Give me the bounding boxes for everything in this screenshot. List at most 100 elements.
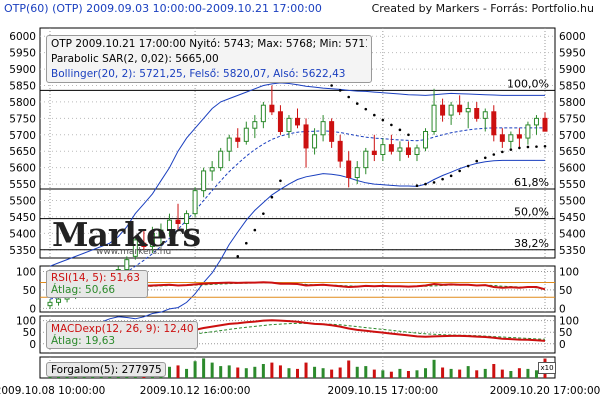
candle-body-32 <box>320 121 326 136</box>
volume-bar-19 <box>210 362 214 378</box>
bollinger-lower: 5622,43 <box>302 68 346 80</box>
volume-bar-45 <box>432 359 436 378</box>
sar-dot-1 <box>244 241 248 245</box>
candle-46 <box>440 98 446 122</box>
sar-dot-15 <box>407 133 410 137</box>
candle-body-33 <box>329 121 335 142</box>
candle-43 <box>414 144 420 162</box>
macd-label: MACDexp(12, 26, 9): <box>51 323 161 335</box>
candle-23 <box>243 121 249 145</box>
candle-56 <box>525 121 531 145</box>
macd-tick-right-0: 0 <box>559 339 566 351</box>
price-tick-left-5650: 5650 <box>9 146 36 158</box>
candle-body-18 <box>201 170 207 192</box>
candle-30 <box>303 118 309 168</box>
candle-body-29 <box>295 117 300 126</box>
candle-body-54 <box>508 134 514 142</box>
candle-57 <box>533 115 539 135</box>
volume-bar-52 <box>492 364 496 378</box>
sar-dot-8 <box>347 95 351 99</box>
volume-scale: x10 <box>538 362 556 374</box>
candle-body-39 <box>380 144 386 155</box>
volume-bar-47 <box>449 368 453 378</box>
volume-bar-41 <box>398 368 402 378</box>
candle-body-30 <box>303 124 309 149</box>
bollinger-legend: Bollinger(20, 2): 5721,25, Felső: 5820,0… <box>51 68 346 80</box>
fib-label-2: 50,0% <box>514 206 549 219</box>
candle-body-42 <box>405 147 411 156</box>
candle-11 <box>141 230 147 250</box>
sar-dot-31 <box>543 144 547 148</box>
candle-39 <box>380 138 386 162</box>
candle-24 <box>252 115 258 139</box>
candle-body-47 <box>448 104 454 116</box>
volume-bar-31 <box>313 366 317 378</box>
volume-bar-25 <box>261 364 265 378</box>
candle-26 <box>269 85 275 116</box>
volume-bar-29 <box>296 368 299 378</box>
bollinger-mid-line <box>49 127 545 300</box>
candle-body-21 <box>226 137 232 152</box>
volume-bar-43 <box>415 370 419 378</box>
bollinger-upper-label: Felső: <box>189 68 220 80</box>
markers-logo-sub: www.markers.hu <box>96 247 172 257</box>
sar-dot-25 <box>492 153 496 156</box>
candle-body-17 <box>192 190 198 215</box>
volume-bar-26 <box>270 362 274 378</box>
candle-body-48 <box>457 104 463 113</box>
macd-tick-left-50: 50 <box>23 327 36 339</box>
candle-58 <box>542 112 548 132</box>
fib-label-1: 61,8% <box>514 176 549 189</box>
candle-34 <box>337 134 343 168</box>
chart-credits: Created by Markers - Forrás: Portfolio.h… <box>371 2 594 15</box>
candle-body-11 <box>141 242 147 247</box>
sar-dot-28 <box>518 146 521 150</box>
candle-body-26 <box>269 104 275 113</box>
candle-body-56 <box>525 124 531 139</box>
volume-bar-34 <box>338 367 342 378</box>
price-tick-left-5950: 5950 <box>9 48 36 60</box>
candle-body-36 <box>354 167 360 178</box>
volume-bar-51 <box>483 368 487 378</box>
markers-logo: Markers <box>52 215 201 254</box>
volume-bar-35 <box>347 360 351 378</box>
rsi-tick-right-0: 0 <box>559 303 566 315</box>
price-tick-right-5500: 5500 <box>559 196 586 208</box>
sar-dot-2 <box>253 228 257 232</box>
volume-bar-16 <box>185 368 189 378</box>
volume-bar-53 <box>500 369 504 378</box>
x-tick-1: 2009.10.12 16:00:00 <box>140 385 251 397</box>
candle-36 <box>354 161 360 185</box>
price-tick-right-5550: 5550 <box>559 179 586 191</box>
candle-body-41 <box>397 147 403 152</box>
candle-22 <box>235 128 241 148</box>
candle-12 <box>149 226 155 254</box>
candle-14 <box>166 213 172 237</box>
candle-body-53 <box>499 134 505 142</box>
volume-bar-54 <box>509 371 513 378</box>
sar-dot-10 <box>364 107 368 111</box>
macd-avg-line: Átlag: 19,63 <box>51 335 193 347</box>
candle-51 <box>482 108 488 132</box>
candle-18 <box>201 167 207 198</box>
price-tick-left-5500: 5500 <box>9 196 36 208</box>
candle-27 <box>277 105 283 135</box>
macd-label-line: MACDexp(12, 26, 9): 12,40 <box>51 323 194 335</box>
candle-body-51 <box>482 111 488 119</box>
volume-bar-21 <box>227 365 231 378</box>
sar-dot-23 <box>475 159 479 163</box>
candle-19 <box>209 161 215 181</box>
sar-dot-30 <box>535 145 538 148</box>
candle-body-20 <box>218 150 224 169</box>
sar-dot-27 <box>509 148 513 151</box>
candle-41 <box>397 141 403 162</box>
candle-47 <box>448 101 454 125</box>
sar-dot-18 <box>432 181 436 184</box>
price-tick-right-5850: 5850 <box>559 81 586 93</box>
price-tick-right-5750: 5750 <box>559 113 586 125</box>
rsi-tick-right-50: 50 <box>559 285 572 297</box>
rsi-tick-left-100: 100 <box>16 267 36 279</box>
price-tick-left-5800: 5800 <box>9 97 36 109</box>
candle-40 <box>388 134 394 155</box>
ohlc-summary: OTP 2009.10.21 17:00:00 Nyitó: 5743; Max… <box>51 38 367 50</box>
